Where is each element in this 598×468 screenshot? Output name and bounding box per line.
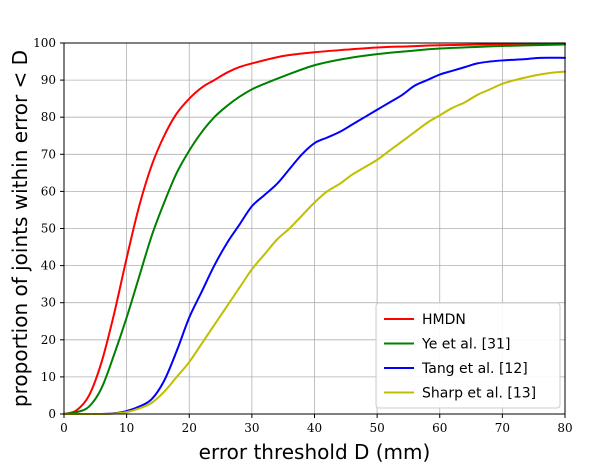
axis-ticks: 0 10 20 30 40 50 60 70 80 0 10 20 30 40 50 60 70 80 90 100	[33, 36, 573, 435]
x-axis-label: error threshold D (mm)	[199, 440, 431, 464]
legend-label-0: HMDN	[422, 312, 466, 328]
legend-label-3: Sharp et al. [13]	[422, 386, 536, 402]
y-tick-label: 40	[41, 259, 56, 273]
y-tick-label: 100	[33, 36, 56, 50]
series-line-3	[63, 70, 566, 416]
y-tick-label: 10	[41, 370, 56, 384]
legend-box	[375, 302, 561, 409]
x-tick-label: 0	[60, 421, 68, 435]
series-line-2	[63, 56, 566, 416]
series-line-0	[63, 42, 566, 415]
x-tick-label: 40	[307, 421, 322, 435]
x-tick-label: 30	[244, 421, 259, 435]
x-tick-label: 60	[432, 421, 447, 435]
legend-label-2: Tang et al. [12]	[421, 361, 528, 377]
x-tick-label: 70	[495, 421, 510, 435]
y-tick-label: 80	[41, 110, 56, 124]
x-tick-label: 50	[369, 421, 384, 435]
series-line-1	[63, 43, 566, 415]
x-tick-label: 80	[557, 421, 572, 435]
legend-label-1: Ye et al. [31]	[421, 337, 510, 353]
y-tick-label: 0	[48, 407, 56, 421]
y-tick-label: 50	[41, 222, 56, 236]
y-tick-label: 30	[41, 296, 56, 310]
y-tick-label: 20	[41, 333, 56, 347]
x-tick-label: 10	[119, 421, 134, 435]
x-tick-label: 20	[182, 421, 197, 435]
y-tick-label: 70	[41, 147, 56, 161]
y-axis-label: proportion of joints within error < D	[8, 50, 32, 407]
series-group	[63, 42, 566, 416]
legend: HMDN Ye et al. [31] Tang et al. [12] Sharp …	[375, 302, 561, 409]
y-tick-label: 90	[41, 73, 56, 87]
y-tick-label: 60	[41, 184, 56, 198]
